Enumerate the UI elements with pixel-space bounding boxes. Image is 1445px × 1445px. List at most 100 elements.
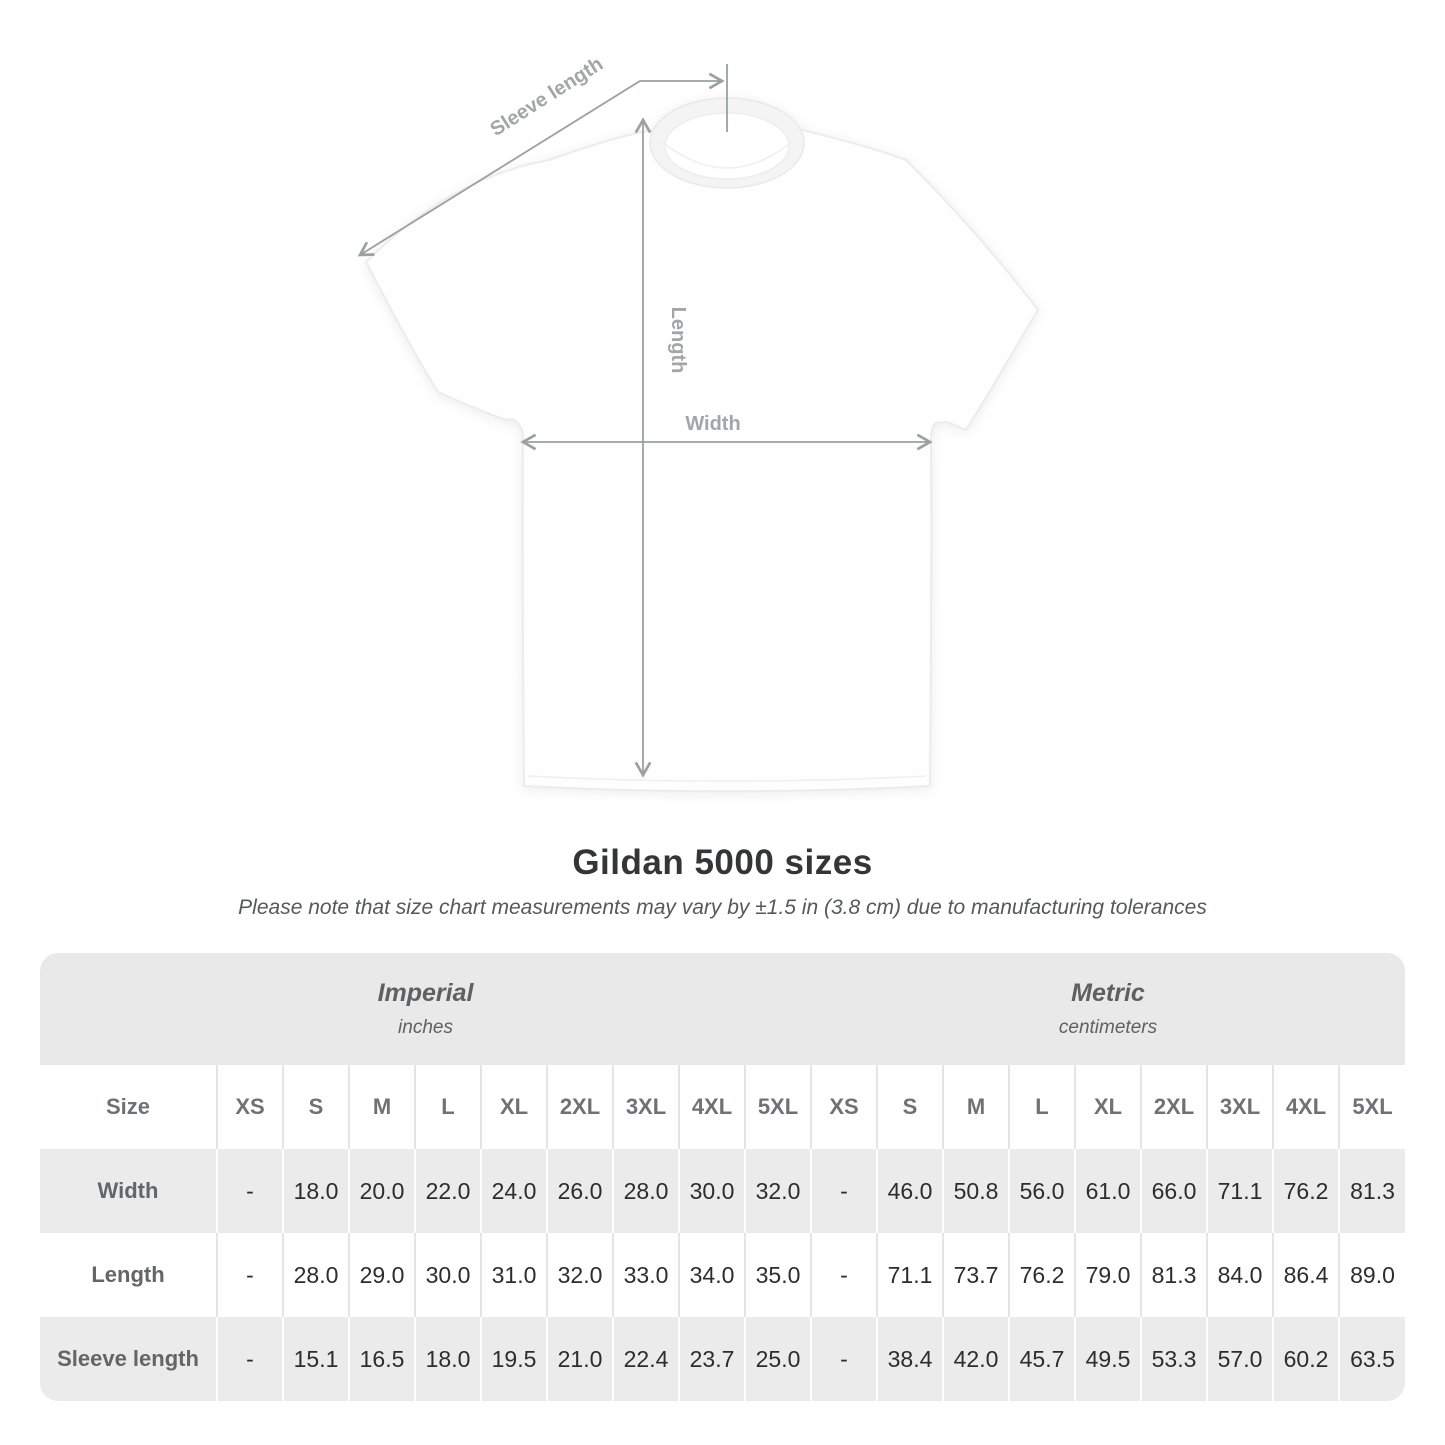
metric-value: 73.7: [942, 1233, 1009, 1317]
metric-value: 63.5: [1338, 1317, 1405, 1401]
size-col-header-metric: XS: [810, 1065, 877, 1149]
size-col-header-imperial: XL: [480, 1065, 547, 1149]
metric-value: 42.0: [942, 1317, 1009, 1401]
imperial-value: 24.0: [480, 1149, 547, 1233]
metric-value: -: [810, 1149, 877, 1233]
metric-value: 71.1: [1206, 1149, 1273, 1233]
imperial-value: 29.0: [348, 1233, 415, 1317]
size-col-header-imperial: 2XL: [546, 1065, 613, 1149]
row-label: Length: [40, 1233, 217, 1317]
size-col-header-metric: 5XL: [1338, 1065, 1405, 1149]
imperial-group-name: Imperial: [377, 979, 474, 1007]
imperial-value: 15.1: [282, 1317, 349, 1401]
imperial-value: 19.5: [480, 1317, 547, 1401]
metric-value: 50.8: [942, 1149, 1009, 1233]
size-table-container: Imperial inches Metric centimeters Size X…: [40, 953, 1405, 1401]
metric-value: 60.2: [1272, 1317, 1339, 1401]
imperial-value: 28.0: [612, 1149, 679, 1233]
width-label: Width: [685, 413, 740, 435]
metric-value: 81.3: [1140, 1233, 1207, 1317]
size-table: Imperial inches Metric centimeters Size X…: [40, 953, 1405, 1401]
metric-value: 89.0: [1338, 1233, 1405, 1317]
size-col-header-imperial: 3XL: [612, 1065, 679, 1149]
size-col-header-imperial: 4XL: [678, 1065, 745, 1149]
size-header-row: Size XS S M L XL 2XL 3XL 4XL 5XL XS S M L XL 2XL 3XL 4XL 5…: [40, 1065, 1405, 1149]
metric-value: 76.2: [1272, 1149, 1339, 1233]
metric-value: 46.0: [876, 1149, 943, 1233]
page-title: Gildan 5000 sizes: [572, 843, 873, 882]
metric-value: 76.2: [1008, 1233, 1075, 1317]
imperial-value: 33.0: [612, 1233, 679, 1317]
imperial-group-unit: inches: [398, 1017, 453, 1038]
measurement-row: Length -28.0 29.0 30.0 31.0 32.0 33.0 34.0 35.0-…: [40, 1233, 1405, 1317]
metric-value: 79.0: [1074, 1233, 1141, 1317]
metric-value: 66.0: [1140, 1149, 1207, 1233]
metric-value: 38.4: [876, 1317, 943, 1401]
metric-value: 45.7: [1008, 1317, 1075, 1401]
row-label: Width: [40, 1149, 217, 1233]
imperial-value: 16.5: [348, 1317, 415, 1401]
hem-seam: [527, 775, 927, 782]
size-col-header-metric: 2XL: [1140, 1065, 1207, 1149]
imperial-value: 25.0: [744, 1317, 811, 1401]
imperial-value: 35.0: [744, 1233, 811, 1317]
size-col-header-metric: 4XL: [1272, 1065, 1339, 1149]
metric-value: 57.0: [1206, 1317, 1273, 1401]
metric-value: -: [810, 1317, 877, 1401]
size-corner-header: Size: [40, 1065, 217, 1149]
metric-value: 81.3: [1338, 1149, 1405, 1233]
tshirt-diagram: Sleeve length Length Width: [357, 53, 1040, 793]
tshirt-body: [364, 128, 1040, 793]
size-col-header-imperial: M: [348, 1065, 415, 1149]
imperial-value: 23.7: [678, 1317, 745, 1401]
size-col-header-imperial: S: [282, 1065, 349, 1149]
metric-value: 71.1: [876, 1233, 943, 1317]
imperial-group-header: Imperial inches: [40, 953, 811, 1065]
metric-value: 56.0: [1008, 1149, 1075, 1233]
row-label: Sleeve length: [40, 1317, 217, 1401]
metric-value: 49.5: [1074, 1317, 1141, 1401]
metric-value: 84.0: [1206, 1233, 1273, 1317]
imperial-value: 30.0: [414, 1233, 481, 1317]
imperial-value: -: [216, 1149, 283, 1233]
size-col-header-imperial: XS: [216, 1065, 283, 1149]
imperial-value: 30.0: [678, 1149, 745, 1233]
imperial-value: 28.0: [282, 1233, 349, 1317]
metric-group-unit: centimeters: [1058, 1017, 1158, 1038]
tolerance-note: Please note that size chart measurements…: [238, 896, 1207, 919]
imperial-value: 26.0: [546, 1149, 613, 1233]
metric-value: 61.0: [1074, 1149, 1141, 1233]
imperial-value: 18.0: [414, 1317, 481, 1401]
imperial-value: -: [216, 1233, 283, 1317]
imperial-value: 21.0: [546, 1317, 613, 1401]
imperial-value: 22.0: [414, 1149, 481, 1233]
imperial-value: 31.0: [480, 1233, 547, 1317]
imperial-value: 18.0: [282, 1149, 349, 1233]
imperial-value: 22.4: [612, 1317, 679, 1401]
imperial-value: 34.0: [678, 1233, 745, 1317]
size-col-header-metric: M: [942, 1065, 1009, 1149]
size-col-header-imperial: 5XL: [744, 1065, 811, 1149]
imperial-value: -: [216, 1317, 283, 1401]
metric-value: 86.4: [1272, 1233, 1339, 1317]
imperial-value: 32.0: [744, 1149, 811, 1233]
sleeve-length-label: Sleeve length: [486, 53, 607, 141]
imperial-value: 32.0: [546, 1233, 613, 1317]
metric-group-name: Metric: [1071, 979, 1145, 1007]
tshirt-illustration: [364, 97, 1040, 793]
size-col-header-metric: 3XL: [1206, 1065, 1273, 1149]
size-col-header-metric: XL: [1074, 1065, 1141, 1149]
size-col-header-imperial: L: [414, 1065, 481, 1149]
size-col-header-metric: S: [876, 1065, 943, 1149]
sleeve-length-arrow: [357, 72, 725, 257]
unit-group-row: Imperial inches Metric centimeters: [40, 953, 1405, 1065]
measurement-row: Sleeve length -15.1 16.5 18.0 19.5 21.0 22.4 23…: [40, 1317, 1405, 1401]
imperial-value: 20.0: [348, 1149, 415, 1233]
measurement-row: Width -18.0 20.0 22.0 24.0 26.0 28.0 30.0 32.0-4…: [40, 1149, 1405, 1233]
length-label: Length: [667, 307, 689, 374]
metric-value: -: [810, 1233, 877, 1317]
size-col-header-metric: L: [1008, 1065, 1075, 1149]
metric-value: 53.3: [1140, 1317, 1207, 1401]
metric-group-header: Metric centimeters: [811, 953, 1405, 1065]
